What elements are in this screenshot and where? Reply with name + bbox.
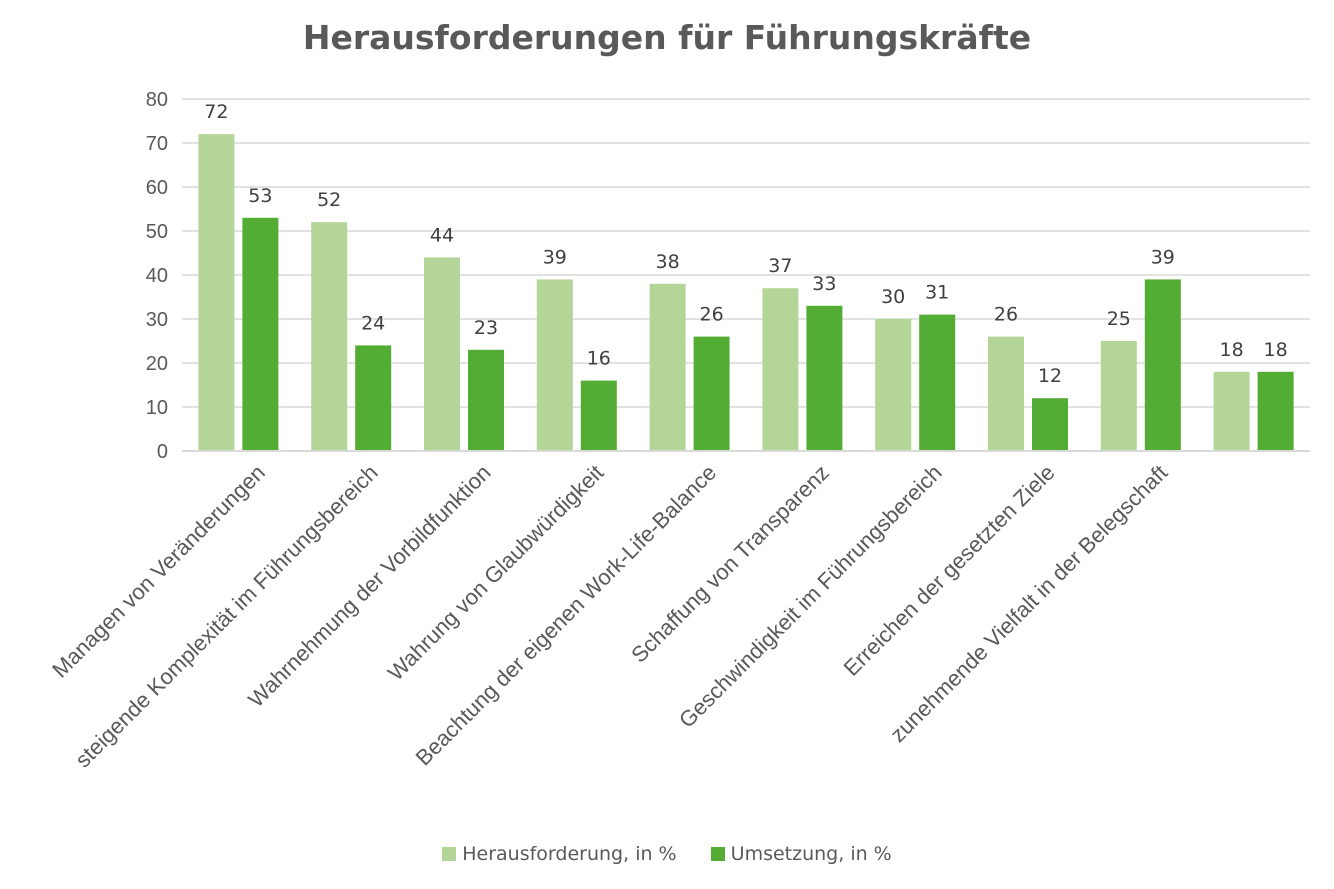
legend-item-herausforderung: Herausforderung, in %	[442, 842, 677, 865]
data-label: 52	[317, 189, 341, 211]
data-label: 12	[1038, 365, 1062, 387]
y-tick-label: 20	[146, 353, 168, 375]
data-label: 16	[587, 348, 611, 370]
legend-label-herausforderung: Herausforderung, in %	[462, 842, 677, 865]
data-label: 26	[994, 304, 1018, 326]
data-label: 72	[204, 101, 228, 123]
bar-umsetzung	[580, 380, 617, 451]
bar-herausforderung	[875, 319, 912, 451]
legend-item-umsetzung: Umsetzung, in %	[710, 842, 892, 865]
bar-herausforderung	[424, 257, 460, 451]
data-label: 18	[1264, 339, 1288, 361]
y-tick-label: 0	[157, 441, 168, 463]
data-label: 33	[812, 273, 836, 295]
bar-umsetzung	[919, 314, 956, 451]
bar-umsetzung	[806, 305, 843, 451]
y-tick-label: 50	[146, 221, 168, 243]
legend-label-umsetzung: Umsetzung, in %	[730, 842, 892, 865]
bar-herausforderung	[198, 134, 235, 451]
y-tick-label: 30	[146, 309, 168, 331]
data-label: 26	[700, 304, 724, 326]
bar-umsetzung	[468, 349, 504, 451]
legend-swatch-herausforderung	[442, 846, 457, 861]
data-label: 53	[248, 185, 272, 207]
x-category-label: Managen von Veränderungen	[47, 460, 270, 683]
y-tick-label: 60	[146, 177, 168, 199]
x-category-label: Schaffung von Transparenz	[626, 460, 834, 668]
data-label: 25	[1107, 308, 1131, 330]
data-label: 44	[430, 224, 454, 246]
bar-umsetzung	[242, 217, 279, 451]
x-category-label: Wahrung von Glaubwürdigkeit	[383, 460, 609, 686]
data-label: 37	[768, 255, 792, 277]
data-label: 30	[881, 286, 905, 308]
bar-herausforderung	[762, 288, 799, 451]
x-category-label: Erreichen der gesetzten Ziele	[839, 460, 1060, 681]
bar-herausforderung	[988, 336, 1024, 451]
y-tick-label: 10	[146, 397, 168, 419]
data-label: 24	[361, 312, 385, 334]
bar-herausforderung	[1213, 371, 1250, 451]
legend: Herausforderung, in % Umsetzung, in %	[0, 842, 1334, 865]
legend-swatch-umsetzung	[710, 846, 725, 861]
data-label: 38	[656, 251, 680, 273]
x-category-label: Wahrnehmung der Vorbildfunktion	[243, 460, 495, 712]
data-label: 18	[1220, 339, 1244, 361]
bar-herausforderung	[536, 279, 573, 451]
data-label: 23	[474, 317, 498, 339]
data-label: 31	[925, 282, 949, 304]
bar-umsetzung	[693, 336, 730, 451]
data-label: 39	[543, 246, 567, 268]
bar-herausforderung	[649, 283, 686, 451]
bar-umsetzung	[1144, 279, 1181, 451]
bar-umsetzung	[1257, 371, 1294, 451]
bar-herausforderung	[1100, 341, 1137, 451]
chart-title: Herausforderungen für Führungskräfte	[302, 18, 1032, 57]
y-tick-label: 70	[146, 133, 168, 155]
y-tick-label: 80	[146, 89, 168, 111]
y-tick-label: 40	[146, 265, 168, 287]
bar-umsetzung	[355, 345, 392, 451]
data-label: 39	[1151, 246, 1175, 268]
bar-herausforderung	[311, 222, 348, 451]
bar-umsetzung	[1032, 398, 1068, 451]
